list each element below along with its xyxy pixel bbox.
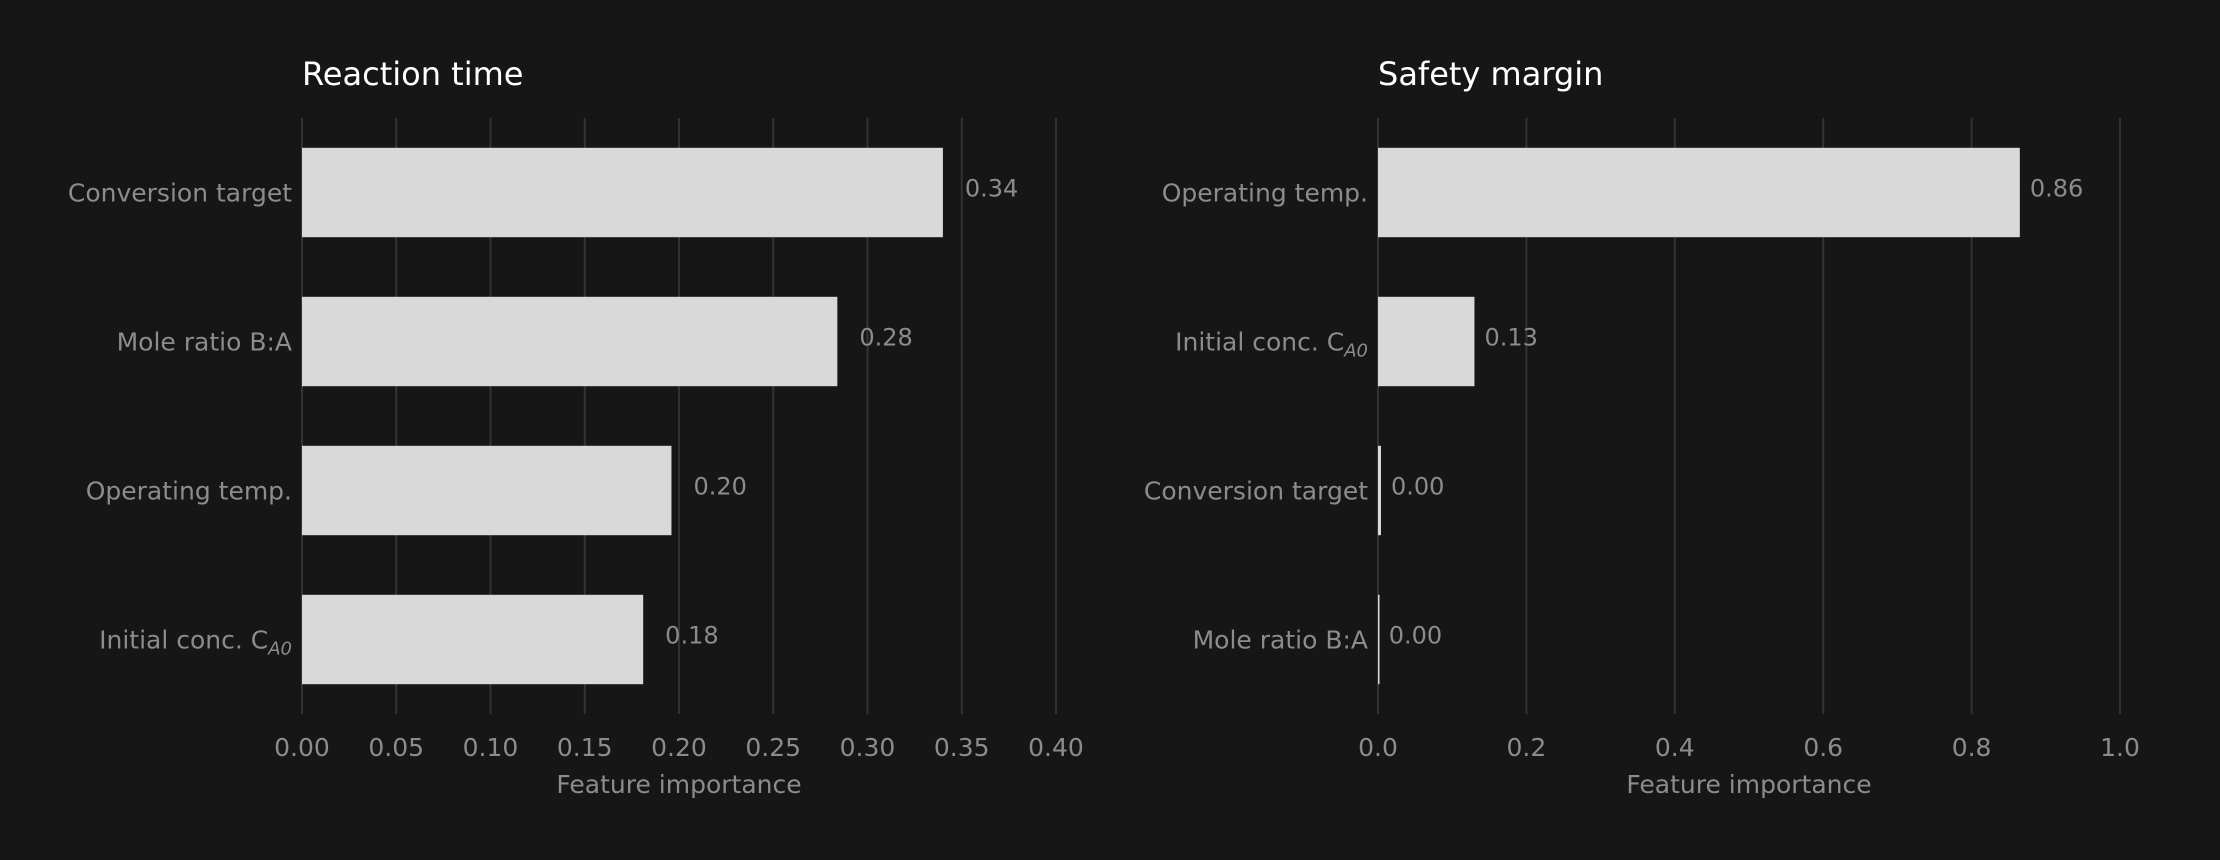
chart-panel-2: Safety margin Operating temp. 0.86 Initial … [1144, 55, 2140, 799]
x-tick-label: 0.0 [1358, 733, 1398, 762]
x-tick-label: 0.8 [1952, 733, 1992, 762]
bar [302, 594, 644, 685]
bar [1378, 594, 1380, 685]
value-label: 0.34 [965, 175, 1018, 203]
x-tick-label: 0.00 [274, 733, 330, 762]
x-tick-label: 0.25 [745, 733, 801, 762]
value-label: 0.00 [1391, 473, 1444, 501]
x-tick-label: 1.0 [2100, 733, 2140, 762]
value-label: 0.20 [693, 473, 746, 501]
category-label: Mole ratio B:A [117, 328, 292, 357]
chart-panel-1: Reaction time Conversion target 0.34 Mole r… [68, 55, 1084, 799]
x-tick-label: 0.40 [1028, 733, 1084, 762]
x-tick-label: 0.6 [1803, 733, 1843, 762]
chart-title: Reaction time [302, 55, 523, 93]
x-tick-label: 0.35 [934, 733, 990, 762]
x-tick-label: 0.10 [463, 733, 519, 762]
category-label: Mole ratio B:A [1193, 626, 1368, 655]
x-tick-label: 0.05 [368, 733, 424, 762]
value-label: 0.18 [665, 622, 718, 650]
bar [302, 147, 943, 238]
x-tick-label: 0.20 [651, 733, 707, 762]
x-tick-label: 0.2 [1507, 733, 1547, 762]
category-label: Operating temp. [1162, 179, 1368, 208]
category-label: Conversion target [68, 179, 292, 208]
bar [1378, 147, 2020, 238]
category-label: Conversion target [1144, 477, 1368, 506]
value-label: 0.28 [859, 324, 912, 352]
x-tick-label: 0.15 [557, 733, 613, 762]
category-label: Initial conc. CA0 [99, 626, 292, 660]
x-axis-label: Feature importance [556, 770, 801, 799]
value-label: 0.13 [1484, 324, 1537, 352]
value-label: 0.86 [2030, 175, 2083, 203]
bar [302, 296, 838, 387]
bar [302, 445, 672, 536]
bar [1378, 296, 1475, 387]
value-label: 0.00 [1389, 622, 1442, 650]
x-tick-label: 0.4 [1655, 733, 1695, 762]
chart-title: Safety margin [1378, 55, 1603, 93]
x-tick-label: 0.30 [840, 733, 896, 762]
category-label: Initial conc. CA0 [1175, 328, 1368, 362]
x-axis-label: Feature importance [1626, 770, 1871, 799]
category-label: Operating temp. [86, 477, 292, 506]
bar [1378, 445, 1381, 536]
